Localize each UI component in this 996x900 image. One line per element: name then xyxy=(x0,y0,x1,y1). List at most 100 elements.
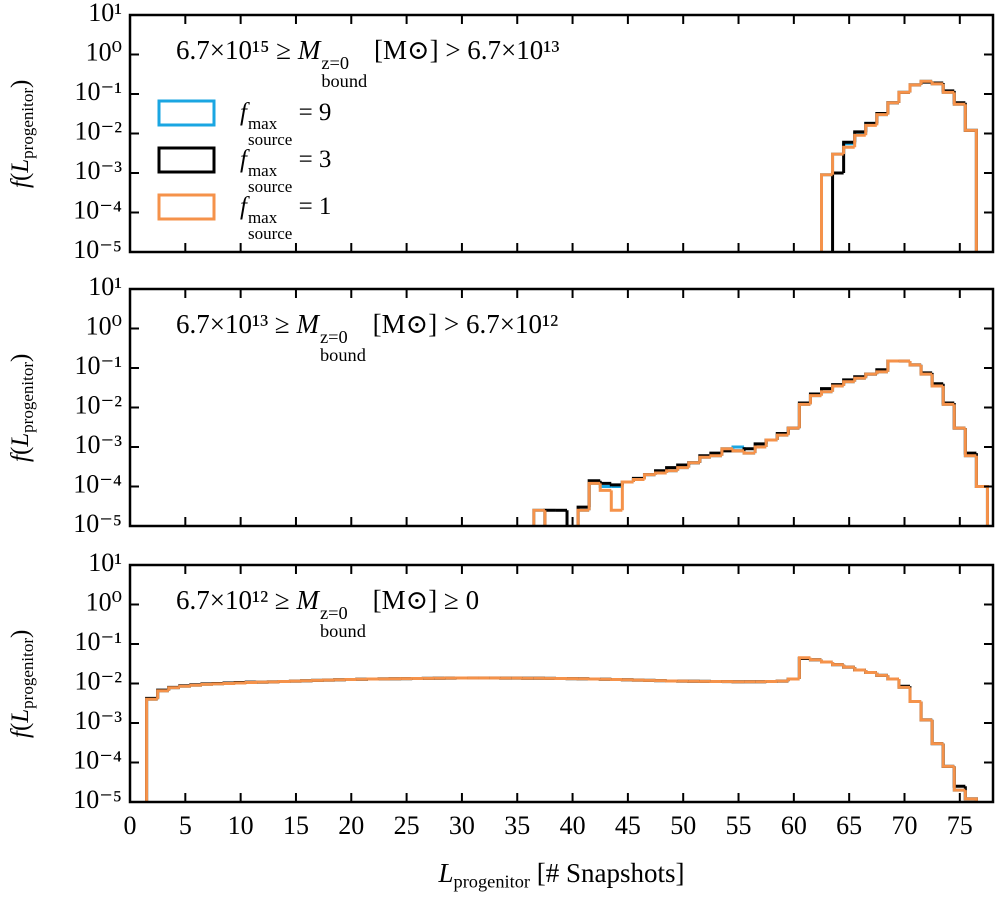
legend-label: f max source = 9 xyxy=(240,100,331,149)
histogram-step xyxy=(808,394,822,405)
histogram-step xyxy=(587,481,601,511)
histogram-step xyxy=(864,669,877,674)
histogram-step xyxy=(908,361,922,367)
y-tick-label: 10⁻³ xyxy=(74,156,122,185)
histogram-step xyxy=(720,449,733,454)
text-part: f xyxy=(240,99,247,126)
y-axis-label: f(Lprogenitor) xyxy=(7,629,38,737)
text-part: progenitor xyxy=(18,637,38,709)
histogram-step xyxy=(742,450,756,455)
text-part: L xyxy=(7,158,34,173)
histogram-step xyxy=(831,662,844,667)
histogram-step xyxy=(200,682,213,686)
histogram-step xyxy=(808,657,822,662)
histogram-step xyxy=(786,677,800,682)
histogram-step xyxy=(642,473,656,480)
histogram-step xyxy=(886,359,899,372)
histogram-step xyxy=(565,510,569,526)
y-tick-label: 10⁻¹ xyxy=(74,351,122,380)
text-part: M xyxy=(296,309,320,339)
y-tick-label: 10⁻⁴ xyxy=(73,195,122,224)
histogram-step xyxy=(831,384,844,392)
histogram-step xyxy=(886,101,899,115)
histogram-step xyxy=(974,453,989,526)
histogram-step xyxy=(974,455,989,526)
x-tick-label: 40 xyxy=(560,811,586,840)
text-part: f xyxy=(240,146,247,173)
histogram-step xyxy=(908,686,922,704)
histogram-step xyxy=(598,483,612,492)
x-tick-label: 5 xyxy=(179,811,192,840)
histogram-step xyxy=(941,743,955,768)
histogram-step xyxy=(875,370,888,375)
text-part: progenitor xyxy=(18,87,38,159)
histogram-step xyxy=(842,380,855,387)
y-axis-label: f(Lprogenitor) xyxy=(7,353,37,461)
histogram-step xyxy=(864,123,877,136)
histogram-step xyxy=(963,104,978,252)
histogram-step xyxy=(609,490,623,512)
legend-label: f max source = 3 xyxy=(240,147,331,196)
histogram-step xyxy=(974,455,989,526)
histogram-step xyxy=(687,461,700,468)
text-part: = 9 xyxy=(292,99,332,126)
histogram-step xyxy=(963,428,977,458)
histogram-step xyxy=(797,402,811,429)
y-tick-label: 10⁻⁴ xyxy=(73,745,122,774)
x-axis-label: Lprogenitor [# Snapshots] xyxy=(438,860,684,891)
histogram-step xyxy=(797,656,811,679)
histogram-step xyxy=(631,478,645,482)
histogram xyxy=(145,656,978,802)
histogram-step xyxy=(820,173,833,252)
x-tick-label: 70 xyxy=(891,811,917,840)
histogram-step xyxy=(908,687,922,704)
histogram-step xyxy=(842,142,855,155)
superscript: max xyxy=(247,161,278,181)
sup-sub: z=0 bound xyxy=(320,328,366,364)
histogram-step xyxy=(831,171,844,252)
histogram-step xyxy=(897,90,911,103)
histogram-step xyxy=(930,719,944,746)
histogram-step xyxy=(654,471,667,475)
histogram-step xyxy=(145,697,158,802)
x-tick-label: 45 xyxy=(615,811,641,840)
histogram-step xyxy=(753,445,767,454)
text-part: [# Snapshots] xyxy=(530,858,685,888)
histogram-step xyxy=(886,359,899,372)
histogram-step xyxy=(897,678,911,689)
y-tick-label: 10⁻⁵ xyxy=(73,509,122,538)
subscript: source xyxy=(247,224,293,244)
histogram-step xyxy=(919,701,933,722)
histogram-step xyxy=(952,90,966,105)
y-tick-label: 10⁻⁵ xyxy=(73,785,122,814)
text-part: M xyxy=(296,585,320,615)
sup-sub: max source xyxy=(248,115,292,148)
text-part: [M⊙] > 6.7×10¹² xyxy=(365,309,559,339)
histogram-step xyxy=(875,113,888,126)
histogram-step xyxy=(764,438,778,447)
text-part: ) xyxy=(7,79,34,88)
x-tick-label: 20 xyxy=(338,811,364,840)
histogram-step xyxy=(853,667,866,672)
histogram-step xyxy=(963,104,978,252)
histogram-step xyxy=(919,364,933,376)
histogram-step xyxy=(908,83,922,93)
text-part: ) xyxy=(7,353,34,362)
histogram-step xyxy=(886,675,899,681)
histogram-step xyxy=(919,701,933,722)
superscript: max xyxy=(247,208,278,228)
histogram-step xyxy=(875,672,888,677)
text-part: ) xyxy=(7,629,34,638)
y-tick-label: 10⁰ xyxy=(86,311,122,340)
y-tick-label: 10⁰ xyxy=(86,37,122,66)
histogram-step xyxy=(156,689,169,700)
x-tick-label: 10 xyxy=(228,811,254,840)
histogram-step xyxy=(941,383,955,405)
histogram-step xyxy=(676,466,689,471)
subscript: bound xyxy=(321,70,368,91)
histogram-step xyxy=(576,508,590,526)
text-part: progenitor xyxy=(453,871,530,892)
histogram-step xyxy=(731,448,745,453)
histogram-step xyxy=(952,766,966,788)
